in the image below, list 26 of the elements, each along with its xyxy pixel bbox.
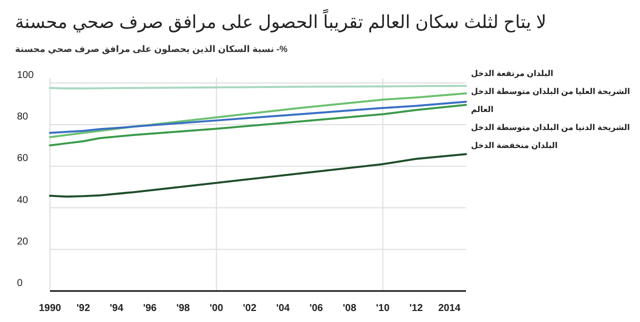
y-tick-label: 80 — [17, 112, 29, 123]
x-tick-label: '98 — [176, 303, 190, 314]
x-tick-label: '12 — [409, 303, 424, 314]
chart-title: لا يتاح لثلث سكان العالم تقريباً الحصول على مرافق صرف صحي محسنة — [15, 9, 546, 33]
x-tick-label: '08 — [342, 303, 357, 314]
x-tick-label: '10 — [376, 303, 390, 314]
y-tick-label: 60 — [17, 153, 29, 164]
x-tick-label: '94 — [110, 303, 124, 314]
y-tick-label: 100 — [17, 70, 34, 81]
series-label: البلدان مرتفعة الدخل — [471, 68, 554, 78]
x-tick-label: '06 — [309, 303, 324, 314]
series-label: العالم — [471, 104, 494, 114]
x-tick-label: '92 — [76, 303, 90, 314]
y-tick-label: 40 — [17, 194, 29, 206]
x-tick-label: '02 — [242, 303, 257, 314]
x-tick-label: 1990 — [38, 303, 62, 314]
chart-subtitle: %- نسبة السكان الذين يحصلون على مرافق صرف صحي محسنة — [15, 44, 288, 55]
series-label: الشريحة العليا من البلدان متوسطة الدخل — [471, 86, 630, 96]
y-tick-label: 0 — [17, 278, 23, 289]
y-tick-label: 20 — [17, 236, 29, 248]
x-tick-label: '04 — [276, 303, 290, 314]
x-tick-label: '00 — [210, 303, 224, 314]
text: الشريحة الدنيا من البلدان متوسطة الدخل — [471, 122, 630, 132]
x-tick-label: '96 — [143, 303, 158, 314]
series-label: البلدان منخفضة الدخل — [471, 140, 558, 150]
x-tick-label: 2014 — [438, 303, 461, 314]
